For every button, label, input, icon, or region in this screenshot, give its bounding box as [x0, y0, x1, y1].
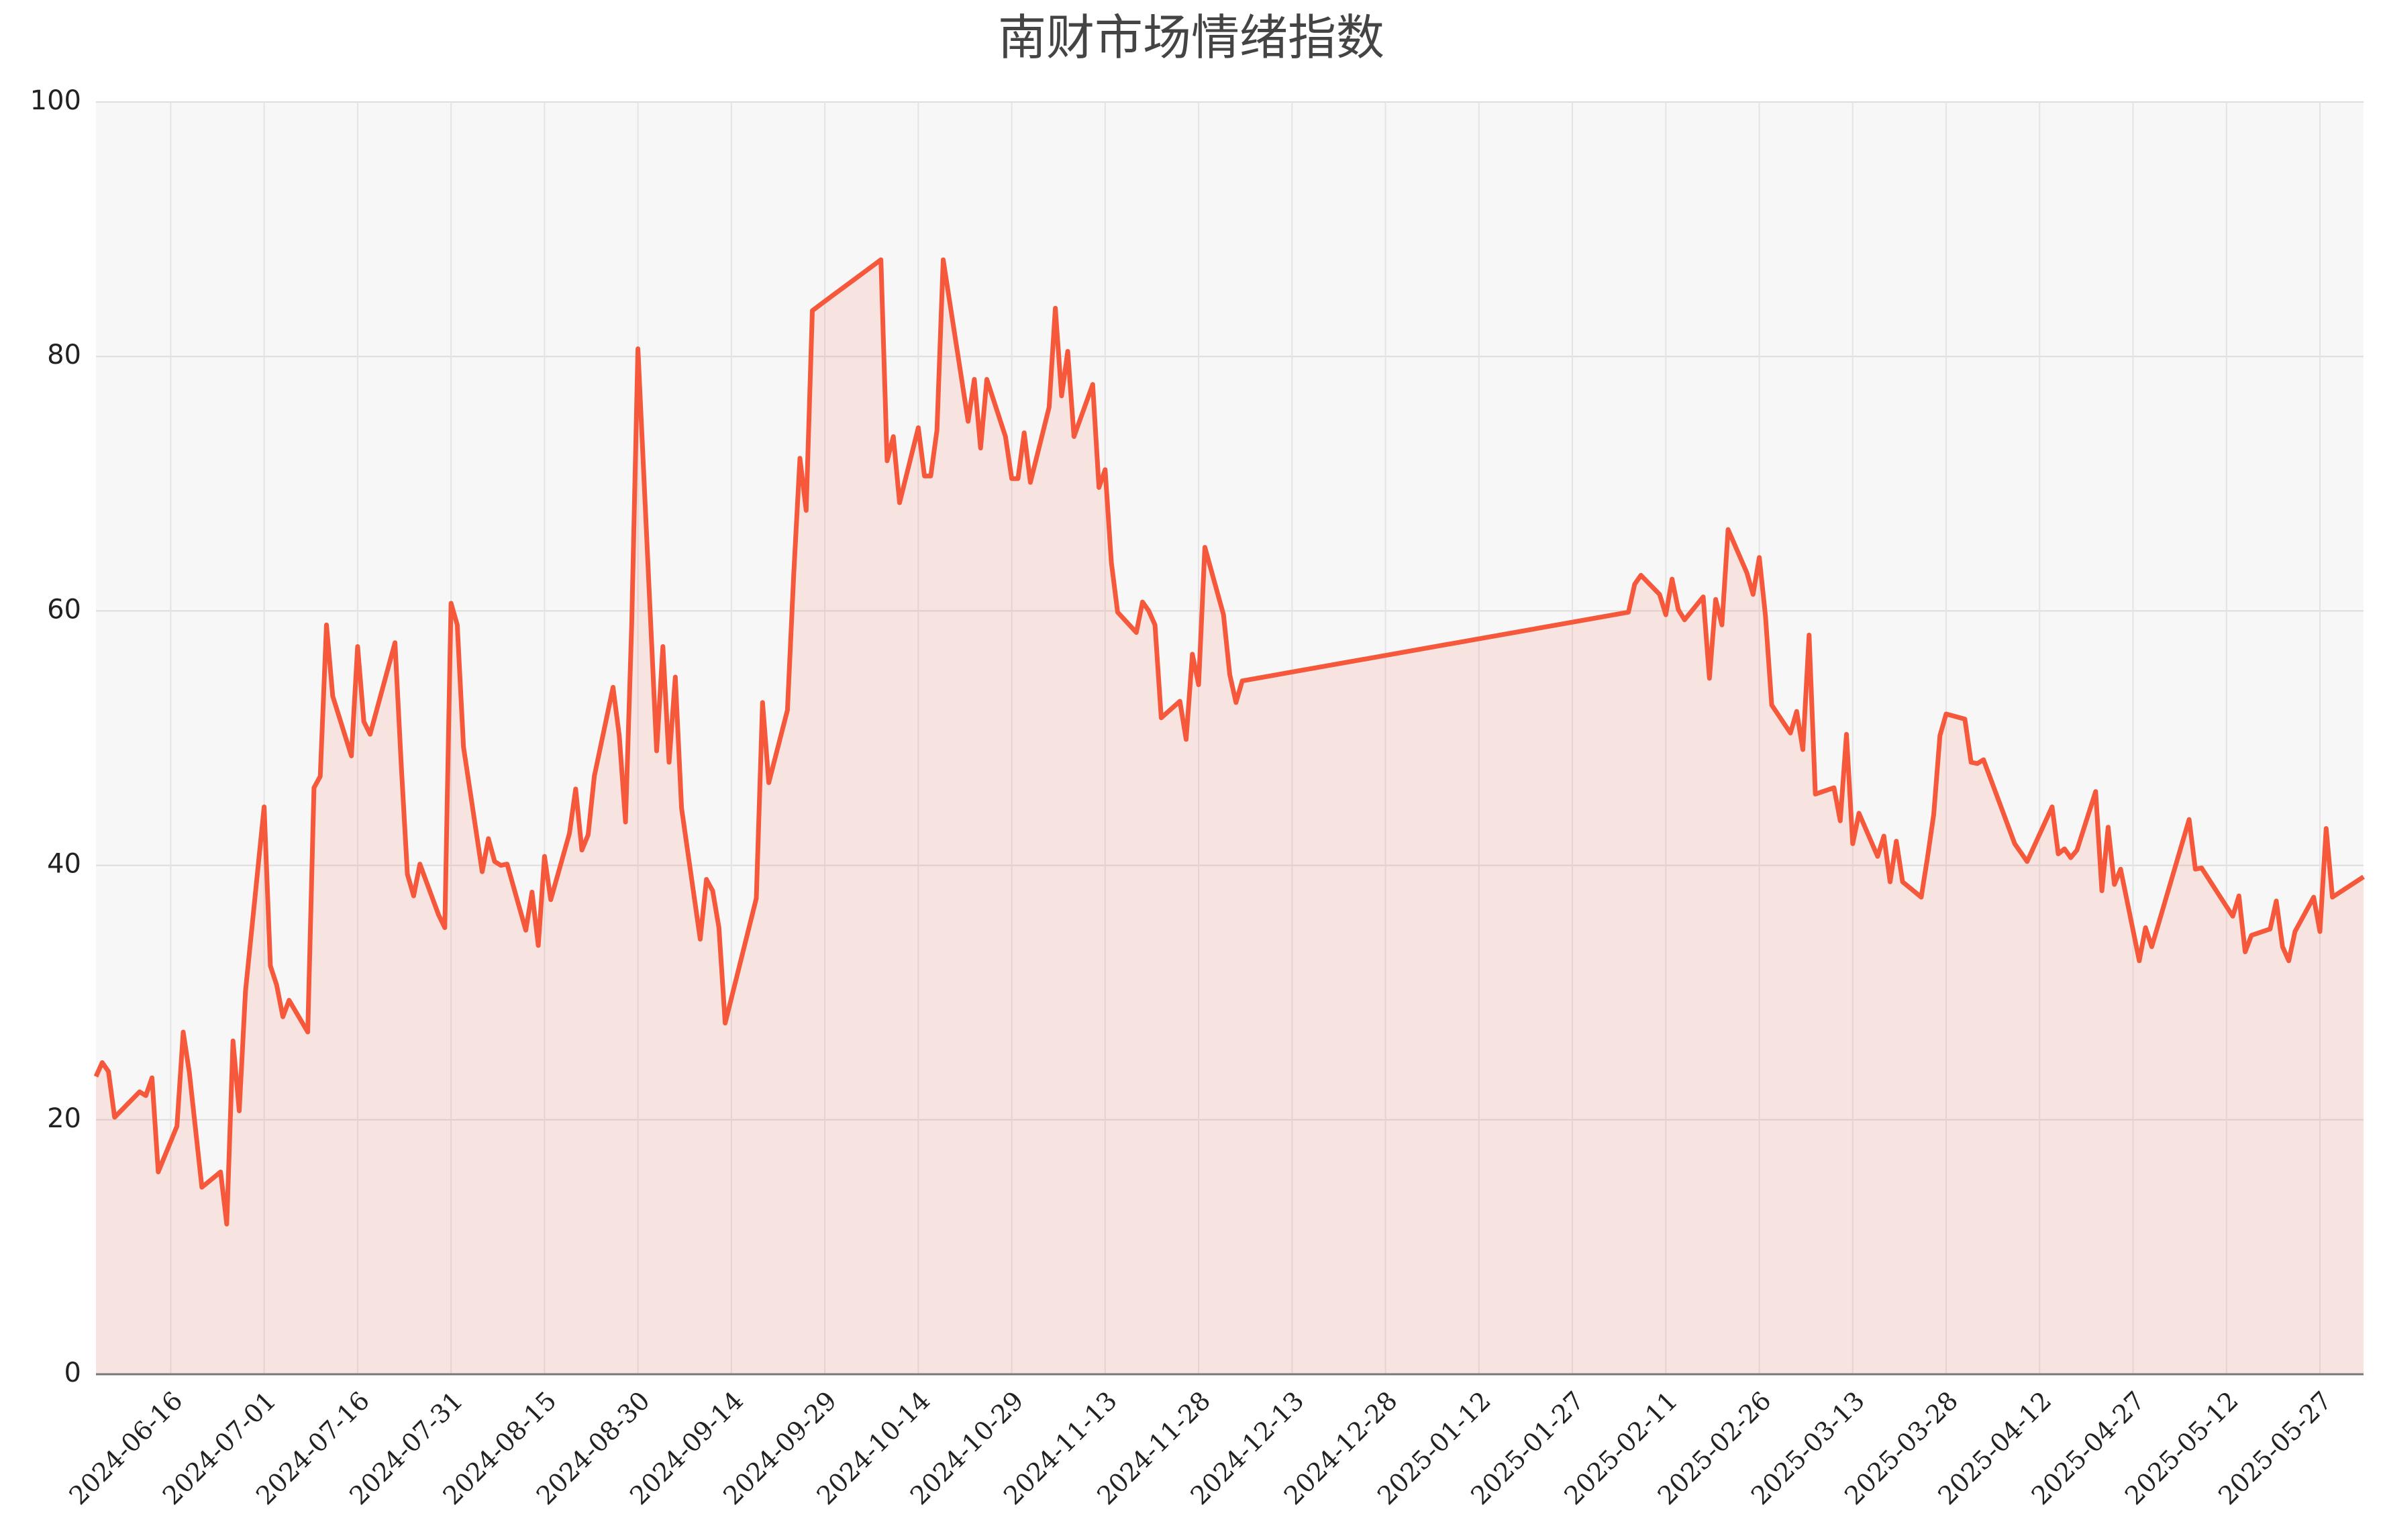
plot-background [96, 102, 2364, 1374]
y-tick-label: 40 [47, 849, 81, 880]
y-tick-label: 100 [30, 85, 81, 116]
chart-title: 南财市场情绪指数 [998, 9, 1384, 66]
y-tick-label: 80 [47, 340, 81, 370]
y-tick-label: 60 [47, 594, 81, 625]
y-tick-label: 0 [64, 1357, 81, 1388]
area [96, 260, 2364, 1375]
y-tick-label: 20 [47, 1103, 81, 1134]
line [93, 257, 2365, 1227]
